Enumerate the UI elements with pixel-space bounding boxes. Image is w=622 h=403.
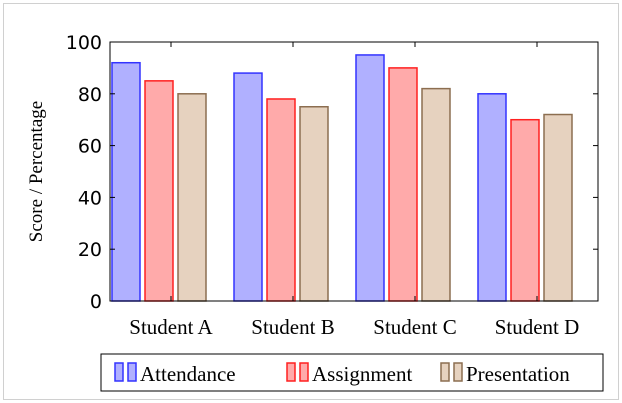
x-tick-label: Student D — [495, 315, 580, 339]
bar-assignment — [510, 118, 540, 302]
legend-swatch — [286, 362, 296, 382]
bar-presentation — [299, 106, 329, 302]
bar-assignment — [144, 80, 174, 302]
y-tick-label: 80 — [78, 84, 102, 106]
bar-attendance — [111, 61, 141, 302]
legend-swatch — [453, 362, 463, 382]
bar-presentation — [177, 93, 207, 302]
bar-assignment — [266, 98, 296, 302]
legend-label: Presentation — [466, 362, 570, 386]
y-tick-label: 40 — [78, 187, 102, 209]
bar-attendance — [355, 54, 385, 302]
y-axis-label: Score / Percentage — [26, 101, 47, 242]
legend: Attendance Assignment Presentation — [100, 353, 604, 392]
x-tick-label: Student C — [373, 315, 456, 339]
bar-attendance — [233, 72, 263, 302]
legend-label: Assignment — [312, 362, 413, 386]
legend-label: Attendance — [140, 362, 236, 386]
y-tick-label: 0 — [90, 291, 102, 313]
legend-swatch — [440, 362, 450, 382]
bars — [111, 54, 573, 302]
legend-swatch — [127, 362, 137, 382]
y-tick-label: 60 — [78, 136, 102, 158]
bar-presentation — [421, 87, 451, 302]
legend-swatch — [299, 362, 309, 382]
axes: 0 20 40 60 80 100 Student A Student B Student C S… — [66, 32, 599, 339]
bar-assignment — [388, 67, 418, 302]
plot-border — [109, 41, 599, 302]
legend-box — [100, 353, 604, 392]
y-tick-label: 20 — [78, 239, 102, 261]
x-tick-label: Student B — [251, 315, 334, 339]
bar-attendance — [477, 93, 507, 302]
x-tick-label: Student A — [129, 315, 213, 339]
y-tick-label: 100 — [66, 32, 102, 54]
legend-swatch — [114, 362, 124, 382]
bar-presentation — [543, 113, 573, 302]
